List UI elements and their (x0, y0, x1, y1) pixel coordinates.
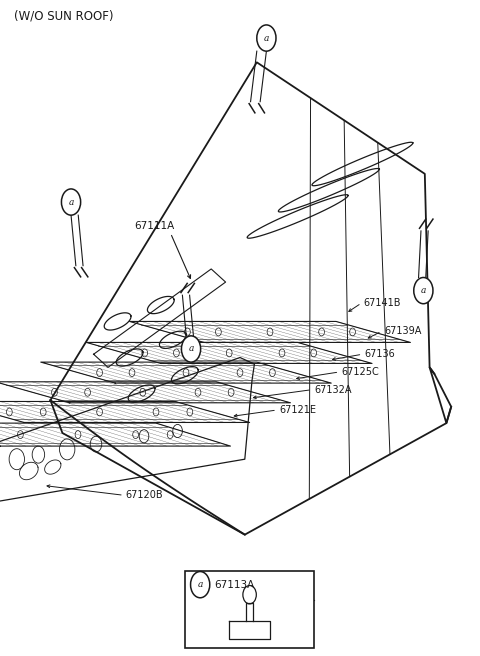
Text: 67120B: 67120B (126, 490, 163, 501)
Text: 67132A: 67132A (314, 384, 352, 395)
Text: 67125C: 67125C (342, 367, 380, 377)
Text: 67113A: 67113A (215, 580, 255, 590)
Circle shape (257, 25, 276, 51)
Circle shape (61, 189, 81, 215)
Text: 67139A: 67139A (384, 326, 421, 337)
Text: a: a (264, 33, 269, 43)
Text: a: a (420, 286, 426, 295)
Text: 67141B: 67141B (364, 298, 401, 308)
Text: (W/O SUN ROOF): (W/O SUN ROOF) (14, 10, 114, 23)
Text: a: a (188, 344, 194, 354)
Text: a: a (197, 580, 203, 589)
Circle shape (181, 336, 201, 362)
Text: 67121E: 67121E (279, 405, 316, 415)
Text: 67136: 67136 (365, 349, 396, 359)
Text: 67111A: 67111A (134, 221, 175, 232)
Text: a: a (68, 197, 74, 207)
Bar (185, 571, 314, 648)
Circle shape (191, 571, 210, 598)
Circle shape (414, 277, 433, 304)
